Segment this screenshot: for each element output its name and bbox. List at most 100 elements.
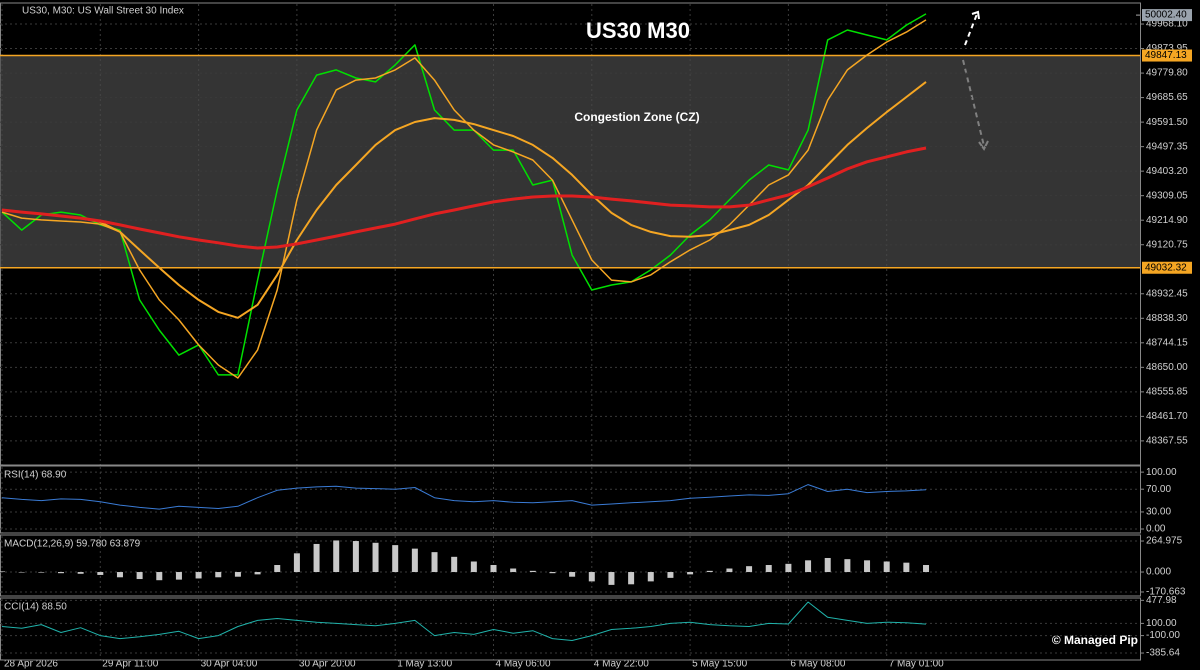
- bar: [510, 568, 517, 573]
- indicator-title: RSI(14) 68.90: [4, 470, 67, 481]
- y-tick-label: -385.64: [1146, 648, 1180, 659]
- bar: [38, 572, 45, 573]
- indicator-title: MACD(12,26,9) 59.780 63.879: [4, 539, 141, 550]
- bar: [864, 560, 871, 573]
- bar: [628, 572, 635, 585]
- bar: [77, 572, 84, 574]
- last-price-box: [1142, 9, 1192, 22]
- bar: [431, 552, 438, 573]
- y-tick-label: 48650.00: [1146, 362, 1188, 373]
- bar: [490, 565, 497, 573]
- bar: [254, 572, 261, 575]
- bar: [765, 565, 772, 573]
- y-tick-label: 0.000: [1146, 567, 1171, 578]
- y-tick-label: 48932.45: [1146, 288, 1188, 299]
- arrow-head: [971, 10, 980, 20]
- arrow-up: [964, 13, 978, 46]
- bar: [274, 565, 281, 573]
- bar: [392, 545, 399, 573]
- chart-title: US30 M30: [586, 18, 690, 43]
- bar: [726, 568, 733, 573]
- y-tick-label: 48838.30: [1146, 313, 1188, 324]
- bar: [57, 572, 64, 574]
- bar: [923, 565, 930, 573]
- bar: [805, 560, 812, 573]
- x-tick-label: 4 May 22:00: [594, 659, 649, 670]
- series-line: [1, 484, 927, 510]
- series-line: [1, 81, 927, 319]
- watermark: © Managed Pip: [1052, 633, 1138, 647]
- level-label-box: [1142, 261, 1192, 274]
- y-tick-label: 49873.95: [1146, 43, 1188, 54]
- bar: [0, 571, 5, 573]
- y-tick-label: 49309.05: [1146, 190, 1188, 201]
- series-line: [1, 146, 927, 250]
- bar: [136, 572, 143, 580]
- bar: [352, 541, 359, 573]
- bar: [313, 543, 320, 573]
- bar: [844, 559, 851, 573]
- y-tick-label: 49403.20: [1146, 166, 1188, 177]
- level-label: 49847.13: [1145, 50, 1187, 61]
- indicator-title: CCI(14) 88.50: [4, 602, 67, 613]
- bar: [785, 563, 792, 573]
- panel-frame: [0, 597, 1141, 661]
- last-price-label: 50002.40: [1145, 10, 1187, 21]
- y-tick-label: 264.975: [1146, 536, 1183, 547]
- bar: [156, 572, 163, 581]
- series-line: [1, 13, 927, 376]
- series-line: [1, 19, 927, 379]
- bar: [451, 556, 458, 573]
- panel-frame: [0, 534, 1141, 597]
- y-tick-label: 49591.50: [1146, 117, 1188, 128]
- bar: [647, 572, 654, 582]
- bar: [215, 572, 222, 578]
- y-tick-label: 100.00: [1146, 467, 1177, 478]
- bar: [97, 572, 104, 575]
- y-tick-label: 48555.85: [1146, 386, 1188, 397]
- bar: [687, 572, 694, 575]
- panel-frame: [0, 465, 1141, 534]
- bar: [372, 542, 379, 573]
- y-tick-label: 48367.55: [1146, 436, 1188, 447]
- y-tick-label: 0.00: [1146, 524, 1166, 535]
- x-tick-label: 1 May 13:00: [397, 659, 452, 670]
- x-tick-label: 28 Apr 2026: [4, 659, 58, 670]
- y-tick-label: 48744.15: [1146, 337, 1188, 348]
- bar: [18, 572, 25, 573]
- bar: [293, 553, 300, 573]
- bar: [746, 566, 753, 573]
- y-tick-label: 49120.75: [1146, 239, 1188, 250]
- bar: [175, 572, 182, 580]
- y-tick-label: 100.00: [1146, 618, 1177, 629]
- bar: [234, 572, 241, 577]
- bar: [549, 572, 556, 574]
- y-tick-label: 49779.80: [1146, 68, 1188, 79]
- y-tick-label: 49968.10: [1146, 19, 1188, 30]
- chart-header: US30, M30: US Wall Street 30 Index: [22, 6, 184, 17]
- bar: [667, 572, 674, 578]
- y-tick-label: -100.00: [1146, 630, 1180, 641]
- bar: [883, 561, 890, 573]
- bar: [824, 557, 831, 573]
- x-tick-label: 30 Apr 04:00: [201, 659, 258, 670]
- bar: [529, 570, 536, 573]
- bar: [470, 561, 477, 573]
- bar: [608, 572, 615, 585]
- x-tick-label: 4 May 06:00: [496, 659, 551, 670]
- annotation: Congestion Zone (CZ): [574, 110, 699, 124]
- congestion-zone: [0, 55, 1140, 268]
- bar: [411, 548, 418, 573]
- y-tick-label: 49685.65: [1146, 92, 1188, 103]
- bar: [588, 572, 595, 582]
- y-tick-label: 477.98: [1146, 595, 1177, 606]
- x-tick-label: 29 Apr 11:00: [102, 659, 158, 670]
- level-label: 49032.32: [1145, 262, 1187, 273]
- y-tick-label: 48461.70: [1146, 411, 1188, 422]
- series-line: [1, 601, 927, 641]
- level-label-box: [1142, 49, 1192, 62]
- y-tick-label: 70.00: [1146, 484, 1171, 495]
- x-tick-label: 6 May 08:00: [790, 659, 845, 670]
- y-tick-label: 49214.90: [1146, 215, 1188, 226]
